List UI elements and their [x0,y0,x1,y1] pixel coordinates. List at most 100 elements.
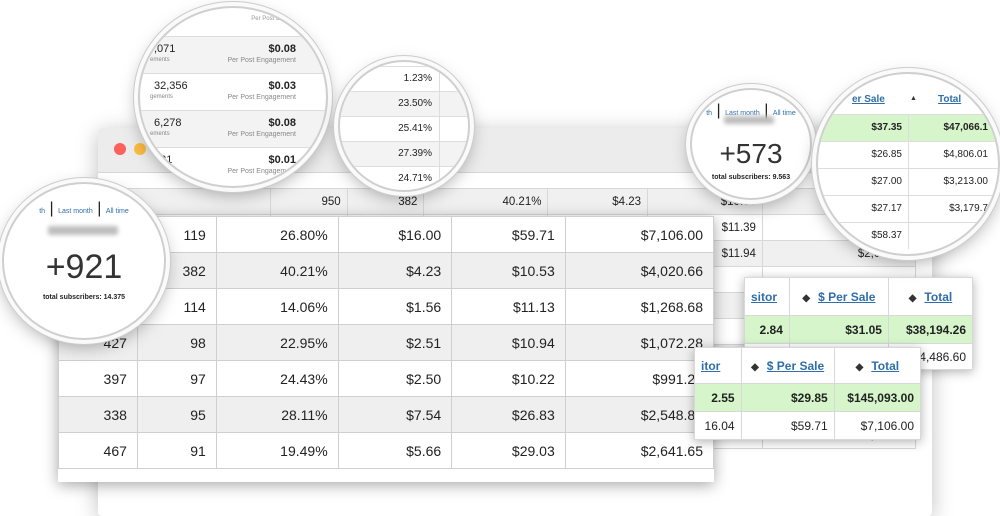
column-divider [439,142,440,166]
cell: $31.05 [788,315,889,344]
column-divider [908,142,909,168]
engagement-row: 6,278 ements $0.08 Per Post Engagement [140,110,326,147]
table-row: 382 40.21% $4.23 $10.53 $4,020.66 [58,252,714,289]
total-subscribers-label: total subscribers: 14.375 [42,294,126,301]
engagement-price: $0.08 [268,43,296,55]
sort-icon[interactable]: ◆ [908,292,917,304]
total-value: $3,213.00 [943,176,989,187]
last-month-link[interactable]: Last month [58,208,93,215]
engagement-top-label: Per Post Engagement [251,16,310,22]
table-cell: 382 [346,188,425,215]
percent-row: 27.39% [340,141,468,166]
engagement-row: 32,356 gements $0.03 Per Post Engagement [140,73,326,110]
table-row: 950 382 40.21% $4.23 $10.53 [116,188,917,215]
table-cell: $1,268.68 [564,288,714,325]
table-cell: $2.50 [337,360,453,397]
engagement-price: $0.03 [268,80,296,92]
total-value: $3,179.7 [949,203,988,214]
period-link[interactable]: th [706,110,713,117]
total-header[interactable]: Total [938,94,962,105]
total-header[interactable]: Total [871,358,900,373]
per-sale-header[interactable]: er Sale [852,94,885,105]
column-divider [908,196,909,222]
table-cell: $10.53 [451,252,566,289]
magnifier-engagement: Per Post Engagement ,071 ements $0.08 Per P… [138,6,328,188]
table-cell: $2.51 [337,324,453,361]
total-subscribers-label: total subscribers: 9.563 [711,174,791,181]
percent-row: 24.71% [340,166,468,190]
table-cell: $59.71 [451,216,566,253]
totals-row: $27.17 $3,179.7 [818,195,998,222]
sort-asc-icon[interactable]: ▲ [910,95,917,102]
engagement-label: Per Post Engagement [227,57,297,64]
table-cell: 40.21% [423,188,549,215]
per-sale-header[interactable]: $ Per Sale [818,289,876,304]
engagement-label: Per Post Engagement [227,131,297,138]
percent-row: 1.23% [340,66,468,91]
table-cell: $4.23 [547,188,649,215]
percent-value: 25.41% [398,123,432,134]
magnifier-percent: 1.23% 23.50% 25.41% 27.39% 24.71% [338,60,470,192]
close-window-button[interactable] [114,143,126,155]
per-sale-header[interactable]: $ Per Sale [766,358,825,373]
blurred-name [724,116,774,124]
engagement-count: 32,356 [154,80,188,92]
table-row: 427 98 22.95% $2.51 $10.94 $1,072.28 [58,324,714,361]
table-cell: 98 [136,324,217,361]
engagement-price: $0.08 [268,117,296,129]
sort-icon[interactable]: ◆ [751,361,759,373]
magnifier-totals: er Sale ▲ Total $37.35 $47,066.1 $26.85 $4,806… [816,72,1000,256]
percent-row: 23.50% [340,91,468,116]
all-time-link[interactable]: All time [772,110,796,117]
total-header[interactable]: Total [924,289,953,304]
per-sale-value: $58.37 [871,230,902,241]
engagement-sub: gements [150,94,174,100]
engagement-row: ,071 ements $0.08 Per Post Engagement [140,36,326,73]
subscriber-count: +921 [45,248,123,286]
table-cell: $10.22 [451,360,566,397]
cell: 2.55 [694,383,742,412]
all-time-link[interactable]: All time [105,208,129,215]
table-cell: 14.06% [215,288,339,325]
column-divider [439,117,440,141]
table-cell: 91 [136,432,217,469]
percent-value: 1.23% [403,73,432,84]
cell: $38,194.26 [887,315,973,344]
sort-icon[interactable]: ◆ [802,292,811,304]
table-cell: $991.22 [564,360,714,397]
table-cell: $10.94 [451,324,566,361]
table-row: 467 91 19.49% $5.66 $29.03 $2,641.65 [58,432,714,469]
table-cell: 28.11% [215,396,339,433]
percent-row: 25.41% [340,116,468,141]
table-cell: 97 [136,360,217,397]
engagement-count: 331 [154,154,173,166]
table-cell: 950 [269,188,348,215]
subscriber-count: +573 [719,138,783,169]
totals-row: $26.85 $4,806.01 [818,141,998,168]
table-cell: $16.00 [337,216,453,253]
blurred-name [48,226,118,235]
column-divider [908,223,909,249]
engagement-price: $0.01 [268,154,296,166]
totals-header-row: er Sale ▲ Total [818,90,998,114]
engagement-sub: ements [150,131,170,137]
main-stats-table: 119 26.80% $16.00 $59.71 $7,106.00 382 40.21% $… [58,216,714,482]
visitor-header[interactable]: itor [694,347,742,384]
magnifier-subscribers-573: th | Last month | All time +573 total su… [690,88,812,200]
magnifier-subscribers-921: th | Last month | All time +921 total su… [2,182,166,340]
sort-icon[interactable]: ◆ [855,361,864,373]
cell: $7,106.00 [833,411,921,440]
percent-value: 27.39% [398,148,432,159]
totals-row: $27.00 $3,213.00 [818,168,998,195]
percent-value: 24.71% [398,173,432,184]
table-cell: $1,072.28 [564,324,714,361]
last-month-link[interactable]: Last month [725,110,760,117]
table-cell: 26.80% [215,216,339,253]
period-link[interactable]: th [39,208,46,215]
highlight-row: 2.55 $29.85 $145,093.00 [694,383,921,412]
table-cell: $11.13 [451,288,566,325]
visitor-header[interactable]: sitor [744,277,790,316]
table-cell: $2,548.83 [564,396,714,433]
table-cell: $26.83 [451,396,566,433]
table-cell: $29.03 [451,432,566,469]
